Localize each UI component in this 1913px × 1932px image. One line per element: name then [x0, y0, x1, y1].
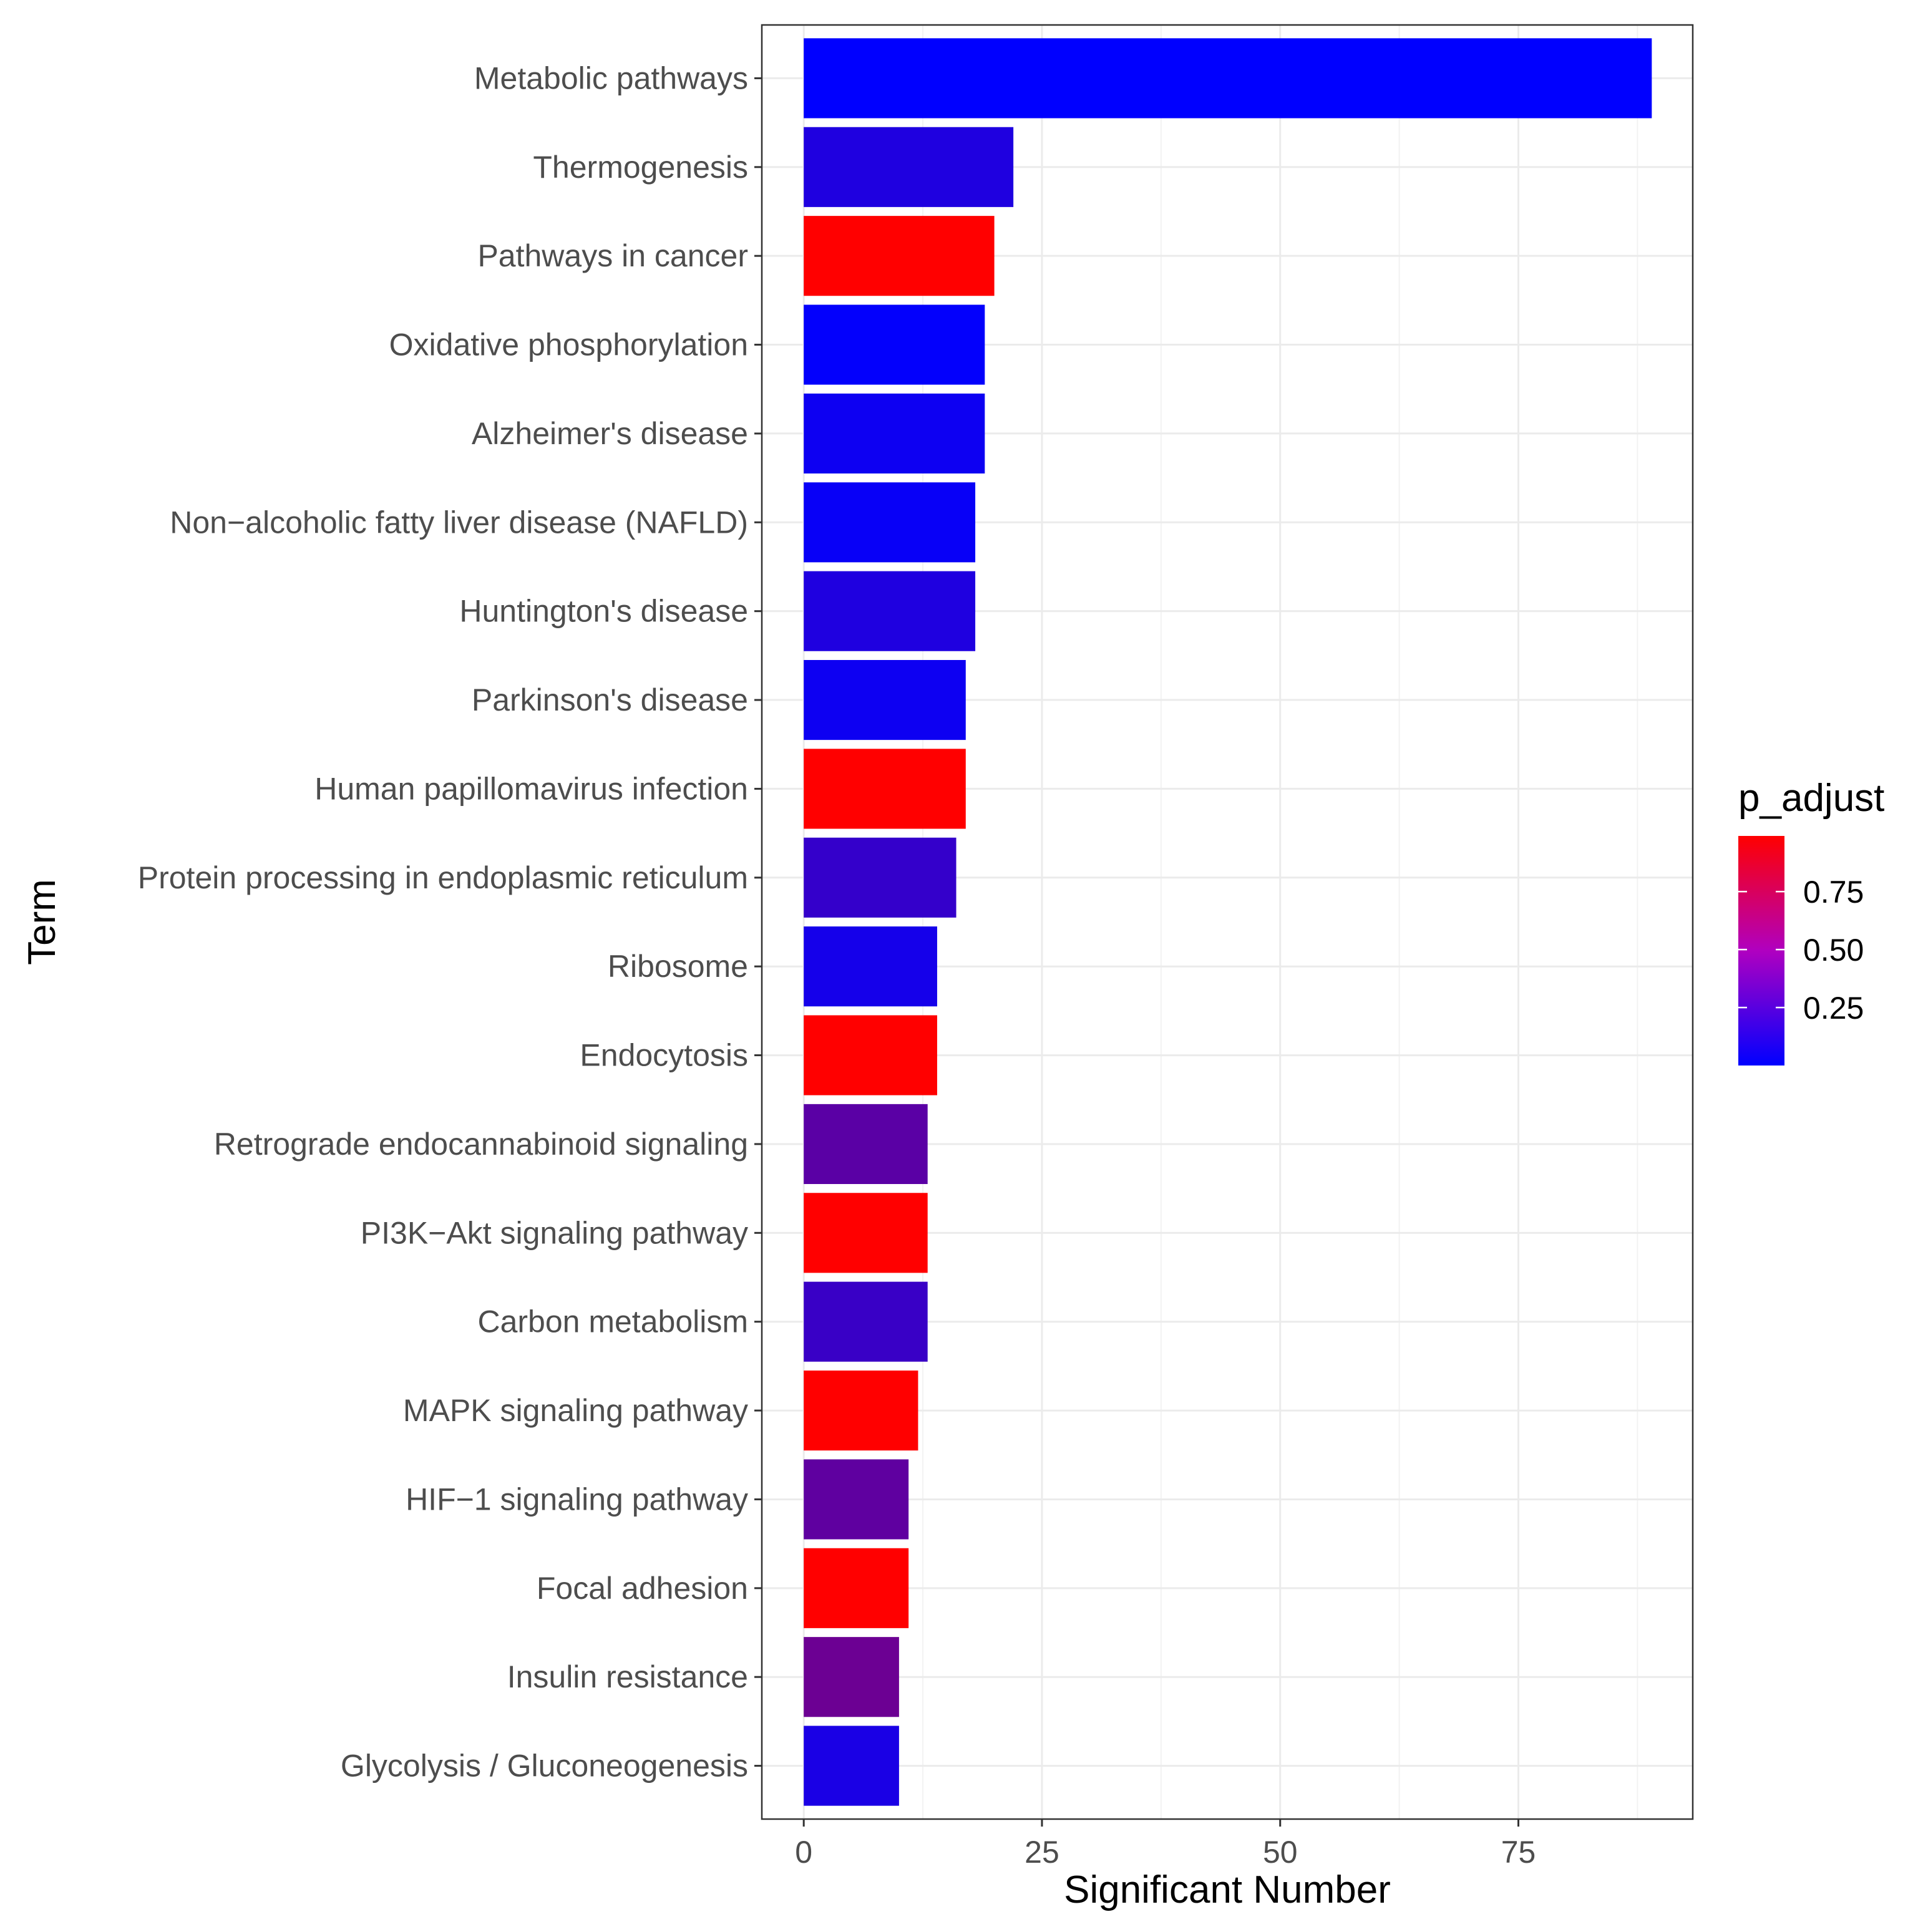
- bar: [804, 1281, 928, 1362]
- bar: [804, 1015, 937, 1095]
- legend-title: p_adjust: [1738, 777, 1884, 820]
- bar: [804, 926, 937, 1007]
- y-tick-label: PI3K−Akt signaling pathway: [361, 1215, 748, 1250]
- x-tick-label: 50: [1263, 1835, 1298, 1870]
- y-tick-label: Glycolysis / Gluconeogenesis: [341, 1749, 748, 1784]
- bar: [804, 1193, 928, 1273]
- legend-tick-label: 0.50: [1803, 933, 1864, 968]
- y-tick-label: Endocytosis: [580, 1038, 748, 1073]
- x-axis: 0 25 50 75: [795, 1819, 1536, 1870]
- y-tick-label: HIF−1 signaling pathway: [406, 1482, 748, 1517]
- y-tick-label: Retrograde endocannabinoid signaling: [214, 1127, 748, 1162]
- bar: [804, 659, 966, 740]
- bar: [804, 1637, 899, 1717]
- bar: [804, 393, 985, 473]
- y-tick-label: Human papillomavirus infection: [314, 771, 748, 806]
- bar: [804, 1459, 909, 1540]
- bar: [804, 127, 1014, 207]
- x-tick-label: 25: [1025, 1835, 1059, 1870]
- bar: [804, 38, 1652, 119]
- x-tick-label: 0: [795, 1835, 812, 1870]
- y-tick-label: Parkinson's disease: [472, 682, 748, 717]
- y-tick-label: Pathways in cancer: [477, 238, 748, 273]
- legend-tick-label: 0.75: [1803, 875, 1864, 910]
- y-tick-label: Insulin resistance: [507, 1659, 748, 1694]
- bar: [804, 571, 976, 651]
- x-tick-label: 75: [1501, 1835, 1536, 1870]
- bar: [804, 749, 966, 829]
- bar: [804, 1726, 899, 1806]
- y-tick-label: MAPK signaling pathway: [403, 1393, 748, 1428]
- legend: p_adjust 0.25 0.50 0.75: [1738, 777, 1884, 1066]
- bar: [804, 837, 956, 918]
- y-tick-label: Metabolic pathways: [474, 61, 748, 95]
- y-tick-label: Protein processing in endoplasmic reticu…: [138, 860, 748, 895]
- bar: [804, 1371, 918, 1451]
- y-axis-title: Term: [21, 879, 64, 965]
- y-tick-label: Focal adhesion: [537, 1571, 748, 1606]
- bar: [804, 482, 976, 563]
- x-axis-title: Significant Number: [1064, 1868, 1391, 1911]
- y-tick-label: Carbon metabolism: [477, 1304, 748, 1339]
- legend-tick-label: 0.25: [1803, 991, 1864, 1026]
- legend-colorbar: [1738, 836, 1784, 1066]
- legend-ticks: 0.25 0.50 0.75: [1738, 875, 1864, 1026]
- plot-panel-border: [761, 24, 1694, 1820]
- bar: [804, 216, 995, 296]
- y-tick-label: Thermogenesis: [533, 150, 748, 185]
- y-axis: Metabolic pathways Thermogenesis Pathways …: [138, 61, 762, 1784]
- y-tick-label: Huntington's disease: [459, 594, 748, 629]
- bar: [804, 1548, 909, 1628]
- y-tick-label: Non−alcoholic fatty liver disease (NAFLD…: [170, 505, 748, 540]
- bar: [804, 1104, 928, 1185]
- bar: [804, 304, 985, 385]
- y-tick-label: Oxidative phosphorylation: [389, 328, 748, 362]
- y-tick-label: Ribosome: [608, 949, 748, 984]
- bars-layer: [804, 38, 1652, 1806]
- y-tick-label: Alzheimer's disease: [472, 416, 748, 451]
